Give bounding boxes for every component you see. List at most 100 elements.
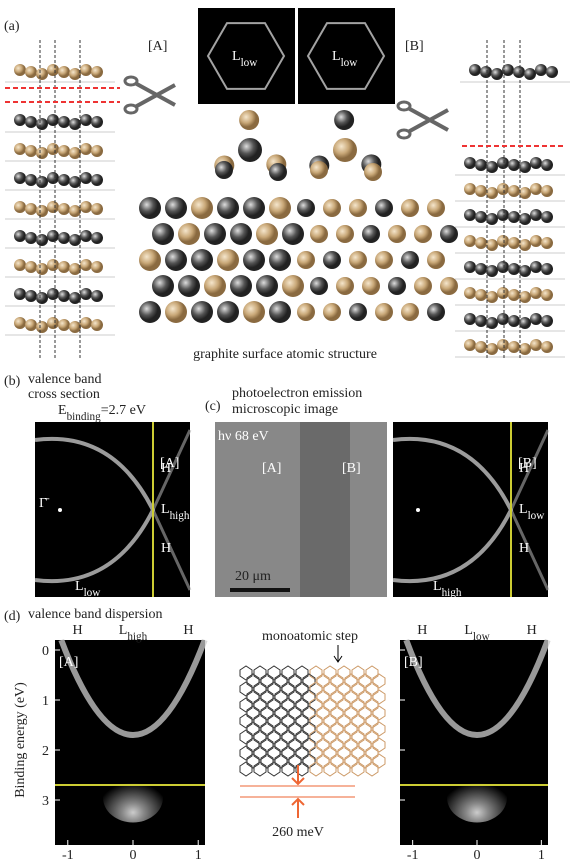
point-label: H xyxy=(183,623,193,638)
scissors xyxy=(125,77,137,85)
text-part: E xyxy=(58,403,67,418)
hex-cell xyxy=(282,682,294,696)
hex-cell xyxy=(303,722,315,736)
atom xyxy=(530,261,542,273)
atom xyxy=(69,263,81,275)
atom xyxy=(497,157,509,169)
hex-cell xyxy=(331,674,343,688)
hex-cell xyxy=(331,706,343,720)
atom xyxy=(475,211,487,223)
atom xyxy=(508,289,520,301)
atom xyxy=(58,232,70,244)
hex-cell xyxy=(282,714,294,728)
atom xyxy=(519,187,531,199)
atom xyxy=(508,159,520,171)
hex-cell xyxy=(254,698,266,712)
atom xyxy=(47,172,59,184)
atom xyxy=(217,249,239,271)
atom xyxy=(530,183,542,195)
y-axis-label: Binding energy (eV) xyxy=(13,682,28,798)
atom xyxy=(519,317,531,329)
hex-cell xyxy=(352,666,364,680)
hex-cell xyxy=(373,722,385,736)
atom xyxy=(80,201,92,213)
hex-cell xyxy=(352,730,364,744)
atom xyxy=(215,161,233,179)
hex-cell xyxy=(324,746,336,760)
hex-cell xyxy=(282,746,294,760)
atom xyxy=(230,275,252,297)
atom xyxy=(530,313,542,325)
atom xyxy=(80,114,92,126)
text-part: L xyxy=(433,579,442,594)
atom xyxy=(497,313,509,325)
hex-cell xyxy=(296,682,308,696)
scissors xyxy=(135,83,175,107)
hex-cell xyxy=(310,682,322,696)
text-part: high xyxy=(127,631,147,643)
atom xyxy=(464,261,476,273)
hex-cell xyxy=(282,698,294,712)
atom xyxy=(323,251,341,269)
point-label: H xyxy=(519,461,529,476)
atom xyxy=(541,159,553,171)
atom xyxy=(427,303,445,321)
atom xyxy=(323,199,341,217)
hex-cell xyxy=(317,706,329,720)
atom xyxy=(334,110,354,130)
hex-cell xyxy=(261,738,273,752)
atom xyxy=(541,211,553,223)
atom xyxy=(69,205,81,217)
panel-title: photoelectron emission xyxy=(232,386,362,401)
hex-cell xyxy=(247,722,259,736)
hex-cell xyxy=(254,762,266,776)
atom xyxy=(165,197,187,219)
atom xyxy=(497,339,509,351)
atom xyxy=(58,116,70,128)
hex-cell xyxy=(254,730,266,744)
hex-cell xyxy=(240,682,252,696)
atom xyxy=(427,199,445,217)
figure: (a)[A][B]LlowLlowgraphite surface atomic… xyxy=(0,0,571,861)
atom xyxy=(336,277,354,295)
hex-cell xyxy=(303,674,315,688)
text-part: L xyxy=(119,623,128,638)
hex-cell xyxy=(338,746,350,760)
point-label: H xyxy=(527,623,537,638)
atom xyxy=(362,277,380,295)
atom xyxy=(310,225,328,243)
atom xyxy=(497,235,509,247)
hex-cell xyxy=(366,666,378,680)
atom xyxy=(58,66,70,78)
text-part: L xyxy=(161,502,170,517)
atom xyxy=(80,64,92,76)
atom xyxy=(36,321,48,333)
panel-title: valence band dispersion xyxy=(28,607,163,622)
gamma-point xyxy=(416,508,420,512)
atom xyxy=(475,289,487,301)
hex-cell xyxy=(352,714,364,728)
text-part: high xyxy=(170,510,190,522)
text-part: binding xyxy=(67,411,102,423)
hex-cell xyxy=(359,722,371,736)
atom xyxy=(69,147,81,159)
atom xyxy=(165,249,187,271)
scissors xyxy=(398,130,410,138)
x-tick-label: -1 xyxy=(62,848,74,861)
atom xyxy=(269,301,291,323)
atom xyxy=(47,230,59,242)
atom xyxy=(480,66,492,78)
atom xyxy=(464,157,476,169)
atom xyxy=(47,201,59,213)
atom xyxy=(25,116,37,128)
hex-cell xyxy=(296,730,308,744)
step-arrow xyxy=(334,645,342,662)
hex-cell xyxy=(338,730,350,744)
atom xyxy=(541,263,553,275)
atom xyxy=(530,235,542,247)
point-label: H xyxy=(519,541,529,556)
hex-cell xyxy=(366,730,378,744)
atom xyxy=(25,145,37,157)
hex-cell xyxy=(268,666,280,680)
text-part: low xyxy=(341,57,359,69)
